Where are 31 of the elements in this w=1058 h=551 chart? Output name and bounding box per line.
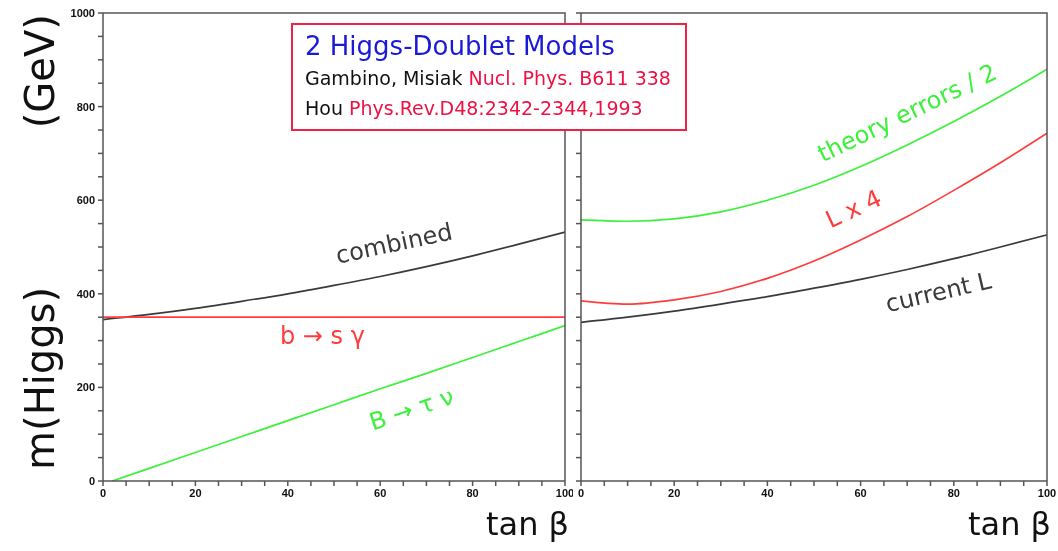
y-tick-label: 1000 bbox=[70, 6, 95, 19]
x-tick-label: 0 bbox=[577, 486, 585, 499]
x-tick-label: 20 bbox=[189, 486, 202, 499]
line-series bbox=[111, 324, 565, 481]
y-tick-label: 600 bbox=[76, 194, 95, 207]
series-label: b → s γ bbox=[279, 322, 365, 351]
x-tick-label: 100 bbox=[1037, 486, 1057, 499]
x-tick-label: 40 bbox=[761, 486, 774, 499]
x-axis-title: tan β bbox=[485, 505, 569, 543]
annotation: 2 Higgs-Doublet Models bbox=[305, 31, 615, 61]
y-tick-label: 0 bbox=[88, 474, 95, 487]
y-tick-label: 400 bbox=[76, 287, 95, 300]
x-tick-label: 60 bbox=[854, 486, 867, 499]
x-tick-label: 0 bbox=[99, 486, 107, 499]
text: B → τ ν bbox=[365, 382, 458, 437]
x-axis-title: tan β bbox=[967, 505, 1051, 543]
x-tick-label: 100 bbox=[555, 486, 575, 499]
x-tick-label: 80 bbox=[466, 486, 479, 499]
y-axis-title: m(Higgs) (GeV) bbox=[17, 14, 63, 470]
y-tick-label: 200 bbox=[76, 381, 95, 394]
text: current L bbox=[882, 266, 995, 318]
annotation: Hou bbox=[305, 97, 343, 119]
x-tick-label: 60 bbox=[374, 486, 387, 499]
x-tick-label: 40 bbox=[281, 486, 294, 499]
annotation: Nucl. Phys. B611 338 bbox=[468, 67, 671, 89]
annotation: Phys.Rev.D48:2342-2344,1993 bbox=[349, 97, 643, 119]
annotation: Gambino, Misiak bbox=[305, 67, 463, 89]
y-tick-label: 800 bbox=[76, 100, 95, 113]
text: L x 4 bbox=[821, 184, 886, 235]
x-tick-label: 20 bbox=[668, 486, 681, 499]
x-tick-label: 80 bbox=[947, 486, 960, 499]
